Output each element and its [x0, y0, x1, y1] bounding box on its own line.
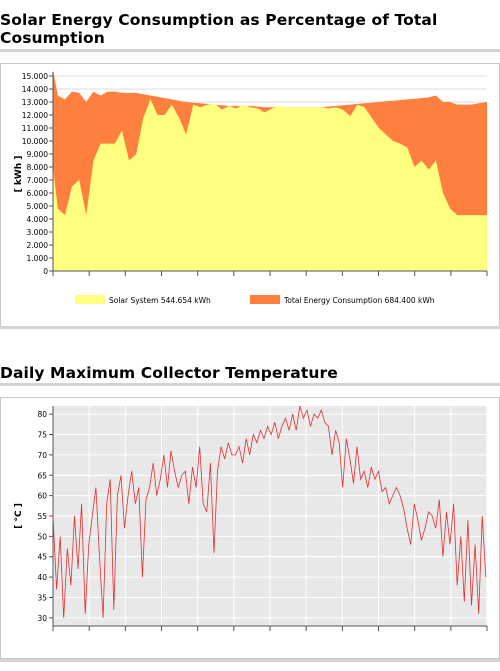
solar-title-divider	[0, 49, 500, 52]
legend-swatch-total	[250, 295, 280, 304]
area-solar-system	[53, 99, 487, 272]
y-tick-label: 15.000	[22, 72, 48, 81]
y-tick-label: 12.000	[22, 111, 48, 120]
solar-title-line1: Solar Energy Consumption as Percentage o…	[0, 11, 438, 29]
solar-chart-areas	[53, 69, 487, 272]
y-tick-label: 8.000	[27, 163, 49, 172]
y-tick-label: 11.000	[22, 124, 48, 133]
y-tick-label: 10.000	[22, 137, 48, 146]
temperature-chart-panel: 30 35 40 45 50 55 60 65 70 75 80 [ °C ]	[0, 397, 500, 659]
temperature-series-line	[52, 405, 487, 618]
y-tick-label: 35	[37, 593, 47, 602]
y-tick-label: 5.000	[27, 202, 49, 211]
y-tick-label: 6.000	[27, 189, 49, 198]
y-tick-label: 4.000	[27, 215, 49, 224]
solar-chart-panel: 0 1.000 2.000 3.000 4.000 5.000 6.000 7.000 8.00…	[0, 63, 500, 327]
y-tick-label: 40	[37, 573, 47, 582]
y-tick-label: 0	[43, 267, 48, 276]
y-tick-label: 50	[37, 532, 47, 541]
y-tick-label: 14.000	[22, 85, 48, 94]
y-tick-label: 2.000	[27, 241, 49, 250]
y-tick-label: 45	[37, 553, 47, 562]
y-tick-label: 3.000	[27, 228, 49, 237]
y-tick-label: 7.000	[27, 176, 49, 185]
temperature-section-divider	[0, 659, 500, 662]
legend-label-solar: Solar System 544.654 kWh	[109, 296, 211, 305]
y-tick-label: 9.000	[27, 150, 49, 159]
y-tick-label: 55	[37, 512, 47, 521]
temperature-y-axis-label: [ °C ]	[14, 503, 24, 529]
temperature-title-text: Daily Maximum Collector Temperature	[0, 364, 338, 382]
solar-consumption-chart: 0 1.000 2.000 3.000 4.000 5.000 6.000 7.000 8.00…	[14, 69, 488, 305]
temperature-chart-ticks: 30 35 40 45 50 55 60 65 70 75 80	[37, 410, 488, 631]
solar-section-title: Solar Energy Consumption as Percentage o…	[0, 11, 437, 47]
y-tick-label: 65	[37, 471, 47, 480]
legend-label-total: Total Energy Consumption 684.400 kWh	[283, 296, 435, 305]
y-tick-label: 1.000	[27, 254, 49, 263]
solar-section-divider	[0, 326, 500, 329]
temperature-title-divider	[0, 383, 500, 386]
solar-title-line2: Cosumption	[0, 29, 105, 47]
y-tick-label: 30	[37, 614, 47, 623]
solar-y-axis-label: [ kWh ]	[14, 156, 24, 193]
solar-chart-ticks: 0 1.000 2.000 3.000 4.000 5.000 6.000 7.000 8.00…	[22, 72, 488, 276]
y-tick-label: 13.000	[22, 98, 48, 107]
solar-chart-legend: Solar System 544.654 kWh Total Energy Co…	[75, 295, 435, 305]
temperature-line-series	[52, 405, 487, 618]
y-tick-label: 70	[37, 451, 47, 460]
temperature-chart: 30 35 40 45 50 55 60 65 70 75 80 [ °C ]	[14, 405, 488, 631]
y-tick-label: 75	[37, 431, 47, 440]
y-tick-label: 60	[37, 492, 47, 501]
y-tick-label: 80	[37, 410, 47, 419]
legend-swatch-solar	[75, 295, 105, 304]
temperature-section-title: Daily Maximum Collector Temperature	[0, 364, 338, 382]
